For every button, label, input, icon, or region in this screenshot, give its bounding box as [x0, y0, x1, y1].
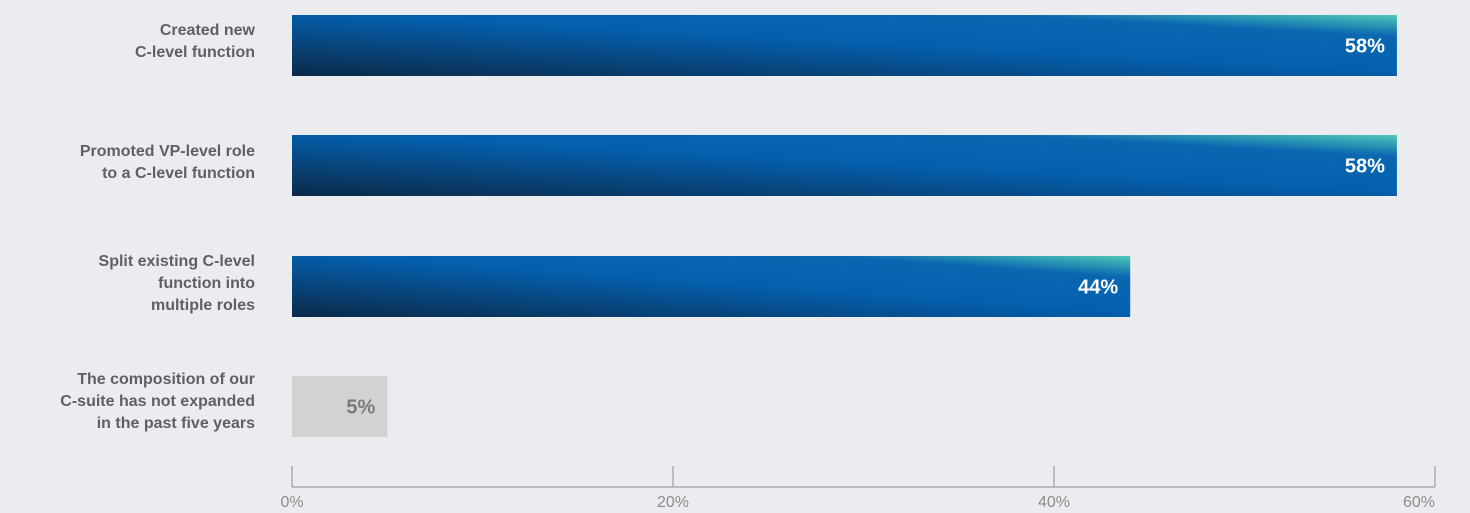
x-tick-label-2: 40%	[1038, 494, 1070, 511]
bar-value-label-1: 58%	[1345, 156, 1385, 178]
bar-1	[292, 135, 1397, 196]
x-tick-label-0: 0%	[280, 494, 303, 511]
bars-layer: 58% 58% 44% 5%	[292, 15, 1397, 437]
bar-value-label-3: 5%	[346, 397, 375, 419]
x-tick-label-3: 60%	[1403, 494, 1435, 511]
x-tick-label-1: 20%	[657, 494, 689, 511]
bar-3	[292, 376, 388, 437]
category-label-not-expanded: The composition of our C-suite has not e…	[60, 371, 255, 432]
bar-2	[292, 256, 1131, 317]
bar-value-label-0: 58%	[1345, 36, 1385, 58]
bar-0	[292, 15, 1397, 76]
category-label-created-new: Created new C-level function	[134, 22, 255, 61]
bar-value-label-2: 44%	[1078, 277, 1118, 299]
category-label-split-existing: Split existing C-level function into mul…	[98, 253, 255, 314]
category-label-promoted-vp: Promoted VP-level role to a C-level func…	[79, 143, 255, 182]
x-axis: 0% 20% 40% 60%	[280, 466, 1436, 511]
